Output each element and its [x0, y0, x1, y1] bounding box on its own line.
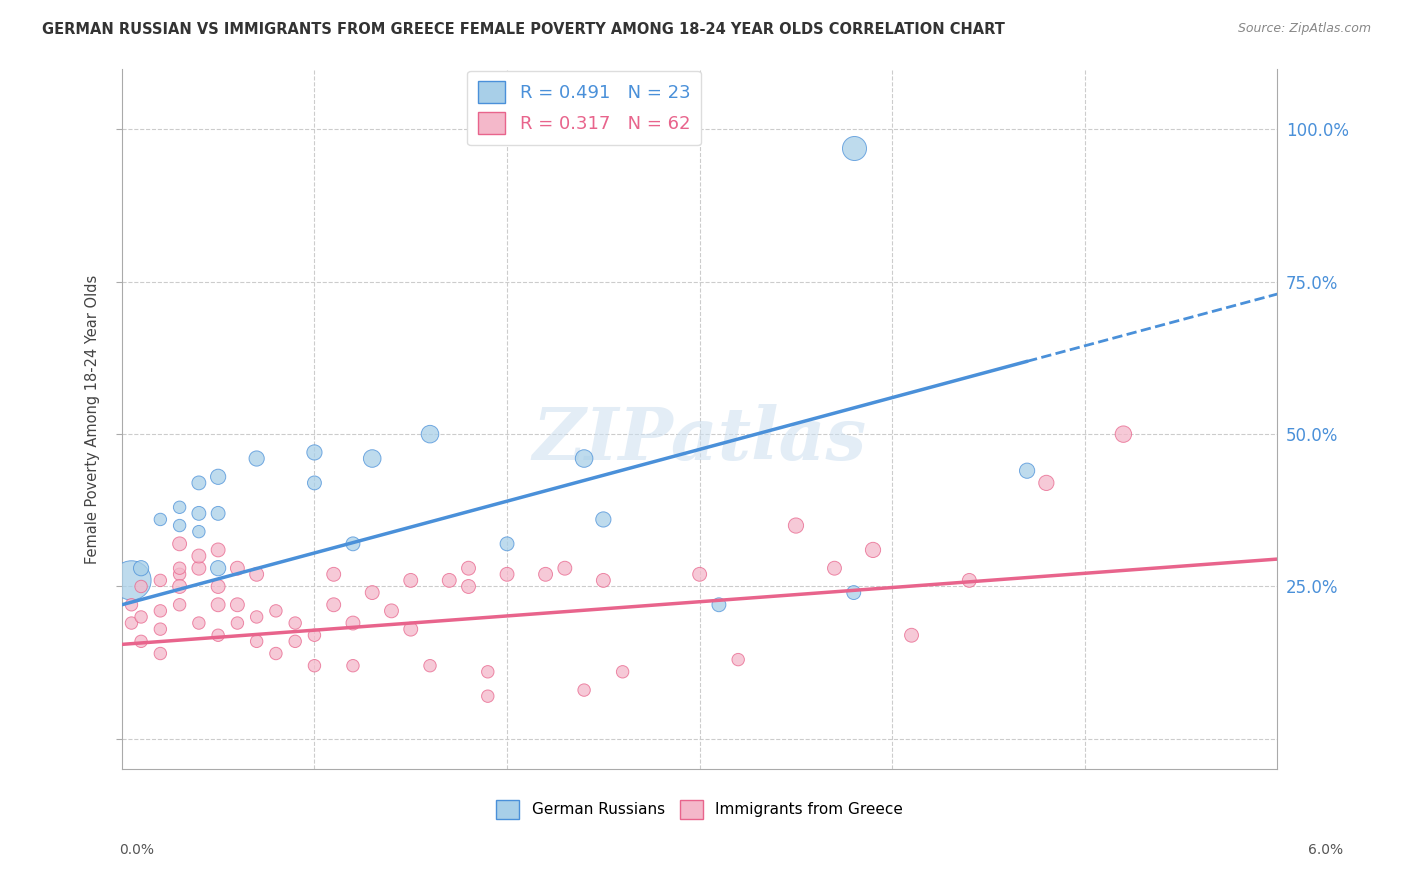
Point — [957, 574, 980, 588]
Point — [120, 598, 142, 612]
Point — [246, 567, 269, 582]
Point — [342, 658, 364, 673]
Y-axis label: Female Poverty Among 18-24 Year Olds: Female Poverty Among 18-24 Year Olds — [86, 274, 100, 564]
Text: Source: ZipAtlas.com: Source: ZipAtlas.com — [1237, 22, 1371, 36]
Point — [187, 549, 209, 563]
Point — [592, 512, 614, 526]
Point — [322, 598, 344, 612]
Point — [169, 500, 191, 515]
Point — [1112, 427, 1135, 442]
Point — [169, 598, 191, 612]
Point — [246, 451, 269, 466]
Point — [187, 524, 209, 539]
Point — [399, 622, 422, 636]
Text: 6.0%: 6.0% — [1308, 843, 1343, 857]
Point — [149, 604, 172, 618]
Point — [496, 567, 519, 582]
Point — [169, 580, 191, 594]
Point — [207, 561, 229, 575]
Point — [457, 561, 479, 575]
Point — [207, 470, 229, 484]
Point — [226, 598, 249, 612]
Point — [120, 574, 142, 588]
Point — [572, 451, 595, 466]
Text: ZIPatlas: ZIPatlas — [533, 404, 866, 475]
Point — [707, 598, 730, 612]
Point — [727, 652, 749, 666]
Point — [169, 561, 191, 575]
Point — [304, 658, 326, 673]
Point — [862, 543, 884, 558]
Point — [399, 574, 422, 588]
Point — [304, 445, 326, 459]
Point — [284, 615, 307, 630]
Point — [785, 518, 807, 533]
Point — [187, 475, 209, 490]
Point — [842, 585, 865, 599]
Point — [1017, 464, 1039, 478]
Point — [120, 615, 142, 630]
Point — [457, 580, 479, 594]
Point — [169, 537, 191, 551]
Point — [246, 634, 269, 648]
Point — [129, 580, 152, 594]
Point — [361, 451, 384, 466]
Text: GERMAN RUSSIAN VS IMMIGRANTS FROM GREECE FEMALE POVERTY AMONG 18-24 YEAR OLDS CO: GERMAN RUSSIAN VS IMMIGRANTS FROM GREECE… — [42, 22, 1005, 37]
Text: 0.0%: 0.0% — [120, 843, 155, 857]
Point — [342, 615, 364, 630]
Point — [304, 475, 326, 490]
Point — [477, 689, 499, 703]
Point — [439, 574, 461, 588]
Point — [824, 561, 846, 575]
Point — [207, 598, 229, 612]
Point — [342, 537, 364, 551]
Point — [322, 567, 344, 582]
Point — [572, 683, 595, 698]
Point — [149, 622, 172, 636]
Point — [477, 665, 499, 679]
Point — [226, 615, 249, 630]
Point — [419, 658, 441, 673]
Point — [689, 567, 711, 582]
Point — [612, 665, 634, 679]
Point — [284, 634, 307, 648]
Point — [592, 574, 614, 588]
Point — [534, 567, 557, 582]
Point — [149, 512, 172, 526]
Point — [149, 574, 172, 588]
Legend: German Russians, Immigrants from Greece: German Russians, Immigrants from Greece — [491, 794, 910, 825]
Point — [900, 628, 922, 642]
Point — [419, 427, 441, 442]
Point — [187, 615, 209, 630]
Point — [129, 561, 152, 575]
Point — [169, 567, 191, 582]
Point — [361, 585, 384, 599]
Point — [187, 561, 209, 575]
Point — [187, 507, 209, 521]
Point — [207, 543, 229, 558]
Point — [207, 580, 229, 594]
Point — [129, 634, 152, 648]
Point — [226, 561, 249, 575]
Point — [264, 604, 287, 618]
Point — [169, 518, 191, 533]
Point — [496, 537, 519, 551]
Point — [380, 604, 402, 618]
Point — [207, 628, 229, 642]
Point — [129, 610, 152, 624]
Point — [304, 628, 326, 642]
Point — [207, 507, 229, 521]
Point — [1035, 475, 1057, 490]
Point — [149, 647, 172, 661]
Point — [264, 647, 287, 661]
Point — [842, 141, 865, 155]
Point — [246, 610, 269, 624]
Point — [554, 561, 576, 575]
